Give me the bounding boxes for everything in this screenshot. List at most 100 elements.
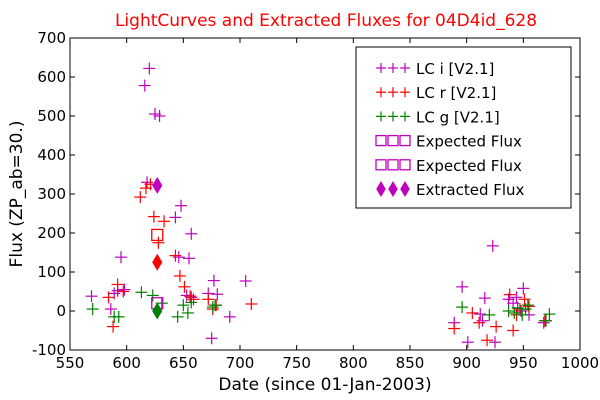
data-point bbox=[456, 301, 469, 314]
data-point bbox=[135, 286, 148, 299]
extracted-flux-marker bbox=[152, 253, 163, 271]
data-point bbox=[543, 308, 556, 321]
data-point bbox=[134, 191, 147, 204]
data-point bbox=[117, 285, 130, 298]
data-point bbox=[510, 291, 523, 304]
y-tick-label: 0 bbox=[56, 302, 66, 320]
data-point bbox=[511, 301, 524, 314]
x-tick-label: 750 bbox=[282, 354, 311, 372]
expected-flux-marker bbox=[151, 228, 164, 242]
data-point bbox=[187, 293, 200, 306]
x-tick-label: 600 bbox=[112, 354, 141, 372]
data-point bbox=[211, 288, 224, 301]
legend-marker bbox=[376, 63, 386, 73]
data-point bbox=[173, 269, 186, 282]
data-point bbox=[181, 306, 194, 319]
legend: LC i [V2.1] LC r [V2.1] LC g [V2.1] Expecte… bbox=[355, 46, 572, 209]
y-tick-label: -100 bbox=[32, 341, 66, 359]
data-point bbox=[489, 336, 501, 349]
legend-marker bbox=[388, 111, 398, 122]
data-point bbox=[490, 320, 503, 333]
x-tick-label: 1000 bbox=[561, 354, 599, 372]
data-point bbox=[112, 310, 125, 323]
data-point bbox=[175, 199, 188, 212]
data-point bbox=[185, 227, 198, 240]
data-point bbox=[107, 320, 120, 333]
legend-box bbox=[355, 46, 572, 209]
legend-marker bbox=[400, 181, 410, 197]
y-tick-label: 300 bbox=[37, 185, 66, 203]
y-tick-label: 600 bbox=[37, 68, 66, 86]
data-point bbox=[111, 278, 124, 291]
data-point bbox=[118, 283, 131, 296]
legend-marker bbox=[375, 134, 387, 147]
data-point bbox=[518, 293, 531, 306]
data-point bbox=[461, 336, 474, 349]
extracted-flux-marker bbox=[152, 302, 163, 320]
data-point bbox=[448, 322, 461, 335]
data-point bbox=[517, 282, 530, 295]
data-point bbox=[223, 310, 236, 323]
y-tick-label: 100 bbox=[37, 263, 66, 281]
x-tick-label: 950 bbox=[509, 354, 538, 372]
legend-marker bbox=[387, 159, 399, 171]
y-tick-label: 500 bbox=[37, 107, 66, 125]
data-point bbox=[466, 306, 479, 319]
x-tick-label: 850 bbox=[396, 354, 425, 372]
data-point bbox=[102, 291, 115, 304]
data-point bbox=[177, 299, 190, 312]
data-point bbox=[537, 316, 550, 329]
data-point bbox=[141, 176, 154, 189]
legend-marker bbox=[376, 111, 386, 122]
data-point bbox=[456, 280, 469, 293]
data-point bbox=[486, 239, 499, 252]
data-point bbox=[209, 299, 222, 312]
legend-marker bbox=[399, 134, 411, 147]
data-point bbox=[478, 292, 491, 305]
x-axis-label: Date (since 01-Jan-2003) bbox=[218, 375, 431, 395]
legend-marker bbox=[388, 87, 398, 98]
data-point bbox=[502, 305, 515, 317]
legend-marker bbox=[400, 87, 410, 98]
data-marks bbox=[85, 62, 556, 349]
legend-label: Extracted Flux bbox=[416, 181, 525, 199]
data-point bbox=[146, 289, 159, 302]
data-point bbox=[207, 274, 220, 287]
data-point bbox=[239, 274, 252, 287]
data-point bbox=[178, 280, 191, 293]
data-point bbox=[206, 301, 219, 314]
legend-label: Expected Flux bbox=[416, 157, 522, 175]
data-point bbox=[516, 308, 529, 321]
legend-marker bbox=[376, 87, 386, 98]
legend-label: Expected Flux bbox=[416, 133, 522, 151]
extracted-flux-marker bbox=[152, 176, 163, 194]
x-tick-label: 800 bbox=[339, 354, 368, 372]
legend-marker bbox=[388, 63, 398, 73]
data-point bbox=[202, 293, 215, 306]
data-point bbox=[185, 296, 198, 309]
data-point bbox=[474, 308, 487, 321]
data-point bbox=[153, 110, 166, 122]
data-point bbox=[85, 290, 98, 303]
data-point bbox=[171, 310, 184, 323]
data-point bbox=[205, 332, 218, 345]
x-tick-label: 550 bbox=[56, 354, 85, 372]
data-point bbox=[540, 314, 552, 327]
data-point bbox=[152, 236, 165, 249]
legend-marker bbox=[376, 181, 386, 197]
x-tick-label: 700 bbox=[226, 354, 255, 372]
data-point bbox=[183, 252, 195, 265]
data-point bbox=[143, 62, 156, 75]
data-point bbox=[473, 316, 486, 329]
y-tick-label: 700 bbox=[37, 29, 66, 47]
legend-marker bbox=[399, 159, 411, 171]
data-point bbox=[115, 251, 127, 264]
legend-label: LC g [V2.1] bbox=[416, 108, 500, 126]
y-axis-label: Flux (ZP_ab=30.) bbox=[7, 121, 27, 268]
legend-label: LC i [V2.1] bbox=[416, 60, 494, 78]
legend-marker bbox=[388, 181, 398, 197]
legend-marker bbox=[400, 111, 410, 122]
data-point bbox=[245, 297, 258, 310]
axis-ticks: 550 600 650 700 750 800 850 900 950 1000 -100 0 100 2… bbox=[32, 29, 599, 372]
